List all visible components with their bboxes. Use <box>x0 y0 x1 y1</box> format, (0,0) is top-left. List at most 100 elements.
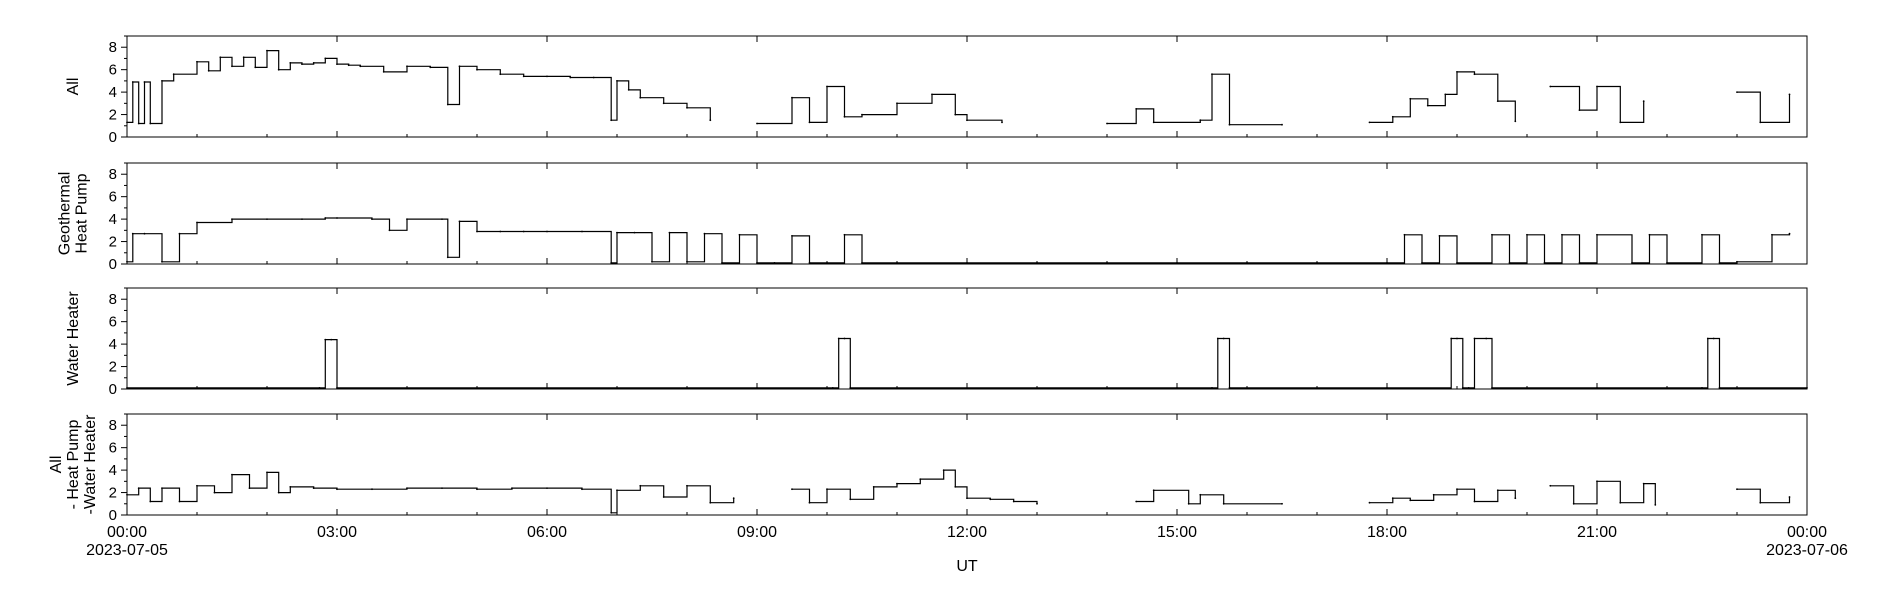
data-point <box>808 121 811 124</box>
data-point <box>1549 484 1552 487</box>
data-point <box>1806 387 1808 389</box>
data-point <box>1135 108 1138 110</box>
data-point <box>1701 387 1703 389</box>
data-point <box>1036 502 1038 505</box>
data-point <box>861 113 863 116</box>
x-tick-label: 21:00 <box>1577 524 1617 541</box>
data-point <box>1596 480 1598 483</box>
y-tick-label: 0 <box>109 256 117 273</box>
data-point <box>441 487 443 489</box>
data-point <box>1001 121 1003 124</box>
data-point <box>791 96 793 99</box>
data-point <box>627 89 630 91</box>
data-point <box>1368 121 1371 124</box>
data-point <box>954 113 957 116</box>
data-point <box>1631 262 1633 264</box>
data-point <box>1788 496 1791 498</box>
data-point <box>1036 262 1038 264</box>
data-point <box>843 233 846 236</box>
y-tick-label: 4 <box>109 211 117 228</box>
data-point <box>1444 93 1447 96</box>
data-point <box>406 487 408 489</box>
x-tick-label: 06:00 <box>527 524 567 541</box>
y-tick-label: 4 <box>109 336 117 353</box>
y-tick-label: 8 <box>109 39 117 56</box>
data-point <box>301 63 303 65</box>
y-tick-label: 6 <box>109 189 117 206</box>
data-point <box>662 496 665 498</box>
data-point <box>1736 488 1738 491</box>
shared-x-axis: 00:00 03:00 06:00 09:00 12:00 15:00 18:00 21:00… <box>86 524 1848 575</box>
data-point <box>406 65 408 68</box>
data-point <box>266 218 268 221</box>
data-point <box>1549 85 1552 88</box>
data-point <box>476 230 478 233</box>
data-point <box>312 62 315 64</box>
data-point <box>219 56 222 59</box>
data-point <box>1508 262 1511 264</box>
data-point <box>896 102 898 105</box>
data-point <box>312 487 315 489</box>
data-point <box>581 230 583 233</box>
data-point <box>266 49 268 52</box>
data-point <box>849 498 852 501</box>
data-point <box>872 486 875 488</box>
data-point <box>277 491 280 494</box>
panel-frame <box>126 162 1808 265</box>
data-point <box>1712 337 1715 340</box>
panel-frame <box>126 287 1808 390</box>
data-point <box>837 337 840 340</box>
data-point <box>1467 387 1470 389</box>
data-point <box>143 232 146 235</box>
data-point <box>1654 504 1657 506</box>
data-point <box>137 122 140 125</box>
data-point <box>126 493 128 496</box>
y-axis-label: -Water Heater <box>82 414 99 515</box>
y-axis-label: All <box>48 456 65 474</box>
data-point <box>831 387 834 389</box>
data-point <box>143 81 146 83</box>
x-tick-label: 09:00 <box>737 524 777 541</box>
data-point <box>149 500 152 503</box>
data-point <box>336 488 338 491</box>
data-point <box>1456 71 1458 73</box>
data-point <box>721 262 723 264</box>
data-point <box>254 66 257 69</box>
data-point <box>732 497 735 500</box>
y-axis-label: All <box>65 78 82 96</box>
x-tick-label: 00:00 <box>107 524 147 541</box>
data-point <box>446 256 449 259</box>
data-point <box>610 262 613 264</box>
data-point <box>388 229 391 232</box>
data-point <box>324 338 327 341</box>
data-point <box>826 85 828 88</box>
data-point <box>1176 387 1178 389</box>
data-point <box>639 96 642 99</box>
data-point <box>849 387 852 389</box>
data-point <box>1514 497 1517 500</box>
data-point <box>330 338 333 341</box>
data-point <box>1426 104 1429 107</box>
data-point <box>1368 501 1371 504</box>
data-point <box>446 103 449 106</box>
data-point <box>826 488 828 491</box>
data-point <box>966 262 968 264</box>
y-axis-label: Heat Pump <box>74 173 91 253</box>
data-point <box>522 230 525 233</box>
data-point <box>289 486 292 488</box>
data-point <box>126 387 128 389</box>
x-tick-label: 18:00 <box>1367 524 1407 541</box>
data-point <box>1596 387 1598 389</box>
series-line <box>127 337 1807 389</box>
data-point <box>301 218 303 221</box>
data-point <box>1485 337 1488 340</box>
data-point <box>616 231 618 234</box>
data-point <box>808 262 811 264</box>
data-point <box>546 487 548 489</box>
data-point <box>1228 387 1231 389</box>
data-point <box>336 387 338 389</box>
data-point <box>1666 262 1668 264</box>
data-point <box>1432 493 1435 496</box>
data-point <box>1578 262 1581 264</box>
data-point <box>131 81 134 83</box>
